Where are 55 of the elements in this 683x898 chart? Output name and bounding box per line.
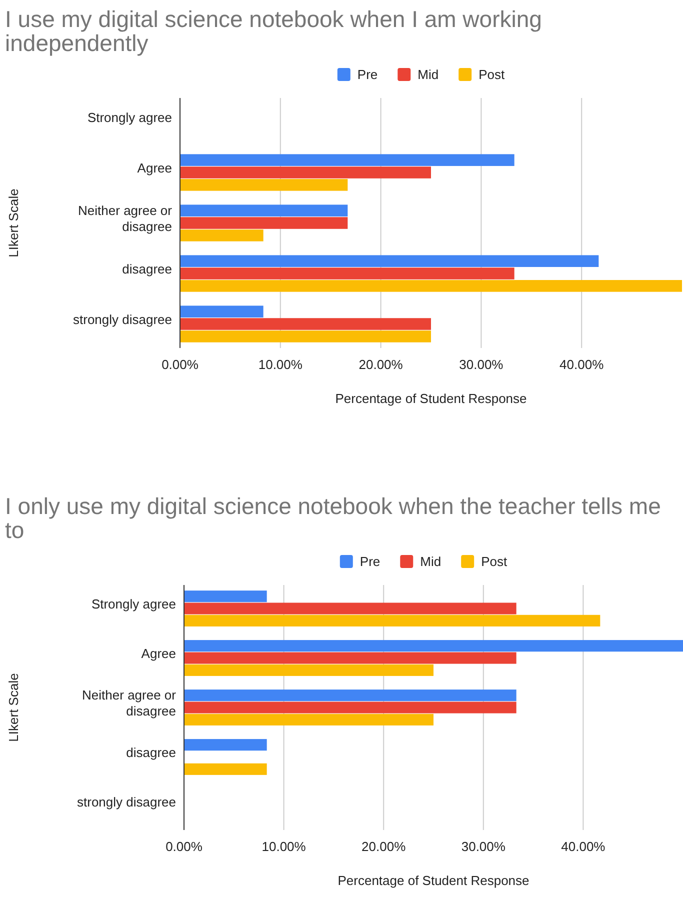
y-tick-label: strongly disagree <box>73 312 172 328</box>
y-tick-label: disagree <box>126 744 176 760</box>
y-tick-label: Neither agree or disagree <box>78 203 173 234</box>
y-tick-label: Strongly agree <box>87 110 172 125</box>
legend-label: Pre <box>357 67 378 82</box>
bar <box>184 590 267 602</box>
bar <box>184 614 600 626</box>
x-tick-label: 40.00% <box>560 357 604 372</box>
y-axis-title: LIkert Scale <box>6 188 21 258</box>
x-tick-label: 10.00% <box>258 357 303 372</box>
bar <box>180 330 431 342</box>
bar <box>184 602 516 614</box>
bar <box>184 664 434 676</box>
bar <box>180 230 264 242</box>
legend-label: Post <box>478 67 505 82</box>
bar <box>180 166 431 178</box>
y-tick-label: Neither agree or disagree <box>82 688 177 718</box>
bar <box>184 763 267 775</box>
x-axis-title: Percentage of Student Response <box>335 391 527 406</box>
y-tick-label: disagree <box>122 262 172 277</box>
bar <box>180 306 264 318</box>
legend-label: Post <box>481 554 508 569</box>
x-tick-label: 0.00% <box>162 357 199 372</box>
x-tick-label: 30.00% <box>459 357 504 372</box>
x-tick-label: 0.00% <box>166 839 203 854</box>
y-tick-label: Strongly agree <box>91 596 176 612</box>
bar <box>180 318 431 330</box>
bar <box>180 280 682 292</box>
y-tick-label: Agree <box>141 646 176 662</box>
bar <box>180 268 514 280</box>
x-tick-label: 30.00% <box>461 839 506 854</box>
y-axis-title: LIkert Scale <box>6 673 21 742</box>
bar <box>180 154 514 166</box>
y-tick-label: Agree <box>137 160 172 176</box>
legend-label: Mid <box>420 554 442 569</box>
bar <box>184 702 516 714</box>
bar <box>184 690 516 702</box>
bar <box>184 652 516 664</box>
x-tick-label: 10.00% <box>262 839 306 854</box>
chart-title: I only use my digital science notebook when the teacher tells me to <box>5 493 661 543</box>
legend-label: Pre <box>360 554 380 569</box>
bar <box>180 179 348 191</box>
x-tick-label: 20.00% <box>362 839 406 854</box>
x-axis-title: Percentage of Student Response <box>338 873 530 888</box>
legend-label: Mid <box>418 67 439 82</box>
x-tick-label: 40.00% <box>561 839 606 854</box>
chart-title: I use my digital science notebook when I am working independently <box>5 6 542 56</box>
bar <box>180 255 599 267</box>
bar <box>184 640 683 652</box>
x-tick-label: 20.00% <box>358 357 404 372</box>
bar <box>180 217 348 229</box>
bar <box>184 739 267 751</box>
bar <box>180 204 348 216</box>
bar <box>184 714 434 726</box>
y-tick-label: strongly disagree <box>77 794 176 810</box>
